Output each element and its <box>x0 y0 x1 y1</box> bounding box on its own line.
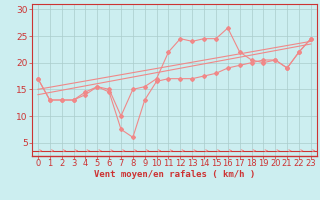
X-axis label: Vent moyen/en rafales ( km/h ): Vent moyen/en rafales ( km/h ) <box>94 170 255 179</box>
